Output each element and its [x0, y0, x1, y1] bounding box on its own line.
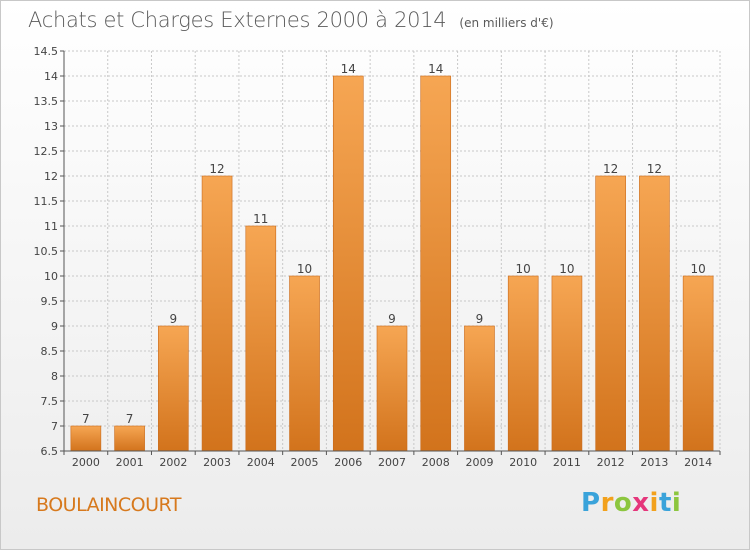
bar	[201, 175, 233, 452]
y-tick-label: 13	[44, 120, 58, 133]
x-tick-label: 2011	[553, 456, 581, 469]
x-tick-label: 2010	[509, 456, 537, 469]
y-tick-label: 8	[51, 370, 58, 383]
x-tick-label: 2005	[291, 456, 319, 469]
bar	[551, 275, 583, 452]
bar-value-label: 10	[559, 262, 574, 276]
x-tick-label: 2014	[684, 456, 712, 469]
bar-value-label: 7	[82, 412, 90, 426]
y-tick-label: 8.5	[41, 345, 59, 358]
bar-value-label: 14	[428, 62, 443, 76]
x-tick-label: 2012	[597, 456, 625, 469]
x-tick-label: 2001	[116, 456, 144, 469]
logo-letter: r	[600, 488, 614, 518]
x-tick-label: 2000	[72, 456, 100, 469]
bar	[420, 75, 452, 452]
x-tick-label: 2007	[378, 456, 406, 469]
x-tick-label: 2002	[159, 456, 187, 469]
x-tick-label: 2013	[640, 456, 668, 469]
bar	[507, 275, 539, 452]
bar-value-label: 12	[209, 162, 224, 176]
y-tick-label: 11	[44, 220, 58, 233]
logo-letter: t	[658, 488, 672, 518]
x-tick-label: 2008	[422, 456, 450, 469]
bar	[464, 325, 495, 452]
bar	[332, 75, 364, 452]
x-tick-label: 2004	[247, 456, 275, 469]
axes: 6.5 7 7.5 8 8.5 9 9.5 10 10.5 11 11.5 12 12.5 13 13.5 1…	[34, 45, 721, 469]
chart-unit: (en milliers d'€)	[459, 16, 554, 30]
bar-value-label: 12	[603, 162, 618, 176]
y-tick-label: 12.5	[34, 145, 59, 158]
bar-value-label: 9	[170, 312, 178, 326]
bar	[595, 175, 626, 452]
bar-value-label: 14	[341, 62, 356, 76]
logo-letter: i	[649, 488, 659, 518]
bar-value-label: 12	[647, 162, 662, 176]
bar	[70, 425, 102, 452]
logo-letter: P	[581, 488, 601, 518]
y-tick-label: 7.5	[41, 395, 59, 408]
y-tick-label: 9.5	[41, 295, 59, 308]
x-tick-label: 2009	[465, 456, 493, 469]
bars: 7 7 9 12 11 10 14 9 14 9 10 10 12 12 10	[70, 62, 714, 452]
bar-value-label: 9	[476, 312, 484, 326]
bar	[682, 275, 714, 452]
bar	[158, 325, 189, 452]
bar	[289, 275, 320, 452]
logo-letter: i	[671, 488, 682, 518]
y-tick-label: 14	[44, 70, 58, 83]
y-tick-label: 10.5	[34, 245, 59, 258]
bar	[114, 425, 145, 452]
x-tick-label: 2006	[334, 456, 362, 469]
logo-letter: x	[632, 488, 650, 518]
proxiti-logo: Proxiti	[581, 488, 681, 518]
bar	[639, 175, 670, 452]
place-name: BOULAINCOURT	[36, 494, 181, 516]
bar-value-label: 11	[253, 212, 268, 226]
bar-value-label: 9	[388, 312, 396, 326]
y-tick-label: 10	[44, 270, 58, 283]
y-tick-label: 6.5	[41, 445, 59, 458]
y-tick-label: 7	[51, 420, 58, 433]
logo-letter: o	[613, 488, 633, 518]
y-tick-label: 11.5	[34, 195, 59, 208]
y-tick-label: 9	[51, 320, 58, 333]
bar	[245, 225, 277, 452]
bar-value-label: 7	[126, 412, 134, 426]
y-tick-label: 14.5	[34, 45, 59, 58]
chart-title: Achats et Charges Externes 2000 à 2014	[28, 8, 447, 32]
chart-title-block: Achats et Charges Externes 2000 à 2014 (…	[28, 8, 554, 32]
bar-value-label: 10	[690, 262, 705, 276]
bar	[376, 325, 408, 452]
y-tick-label: 12	[44, 170, 58, 183]
x-tick-label: 2003	[203, 456, 231, 469]
bar-value-label: 10	[516, 262, 531, 276]
bar-value-label: 10	[297, 262, 312, 276]
y-tick-label: 13.5	[34, 95, 59, 108]
